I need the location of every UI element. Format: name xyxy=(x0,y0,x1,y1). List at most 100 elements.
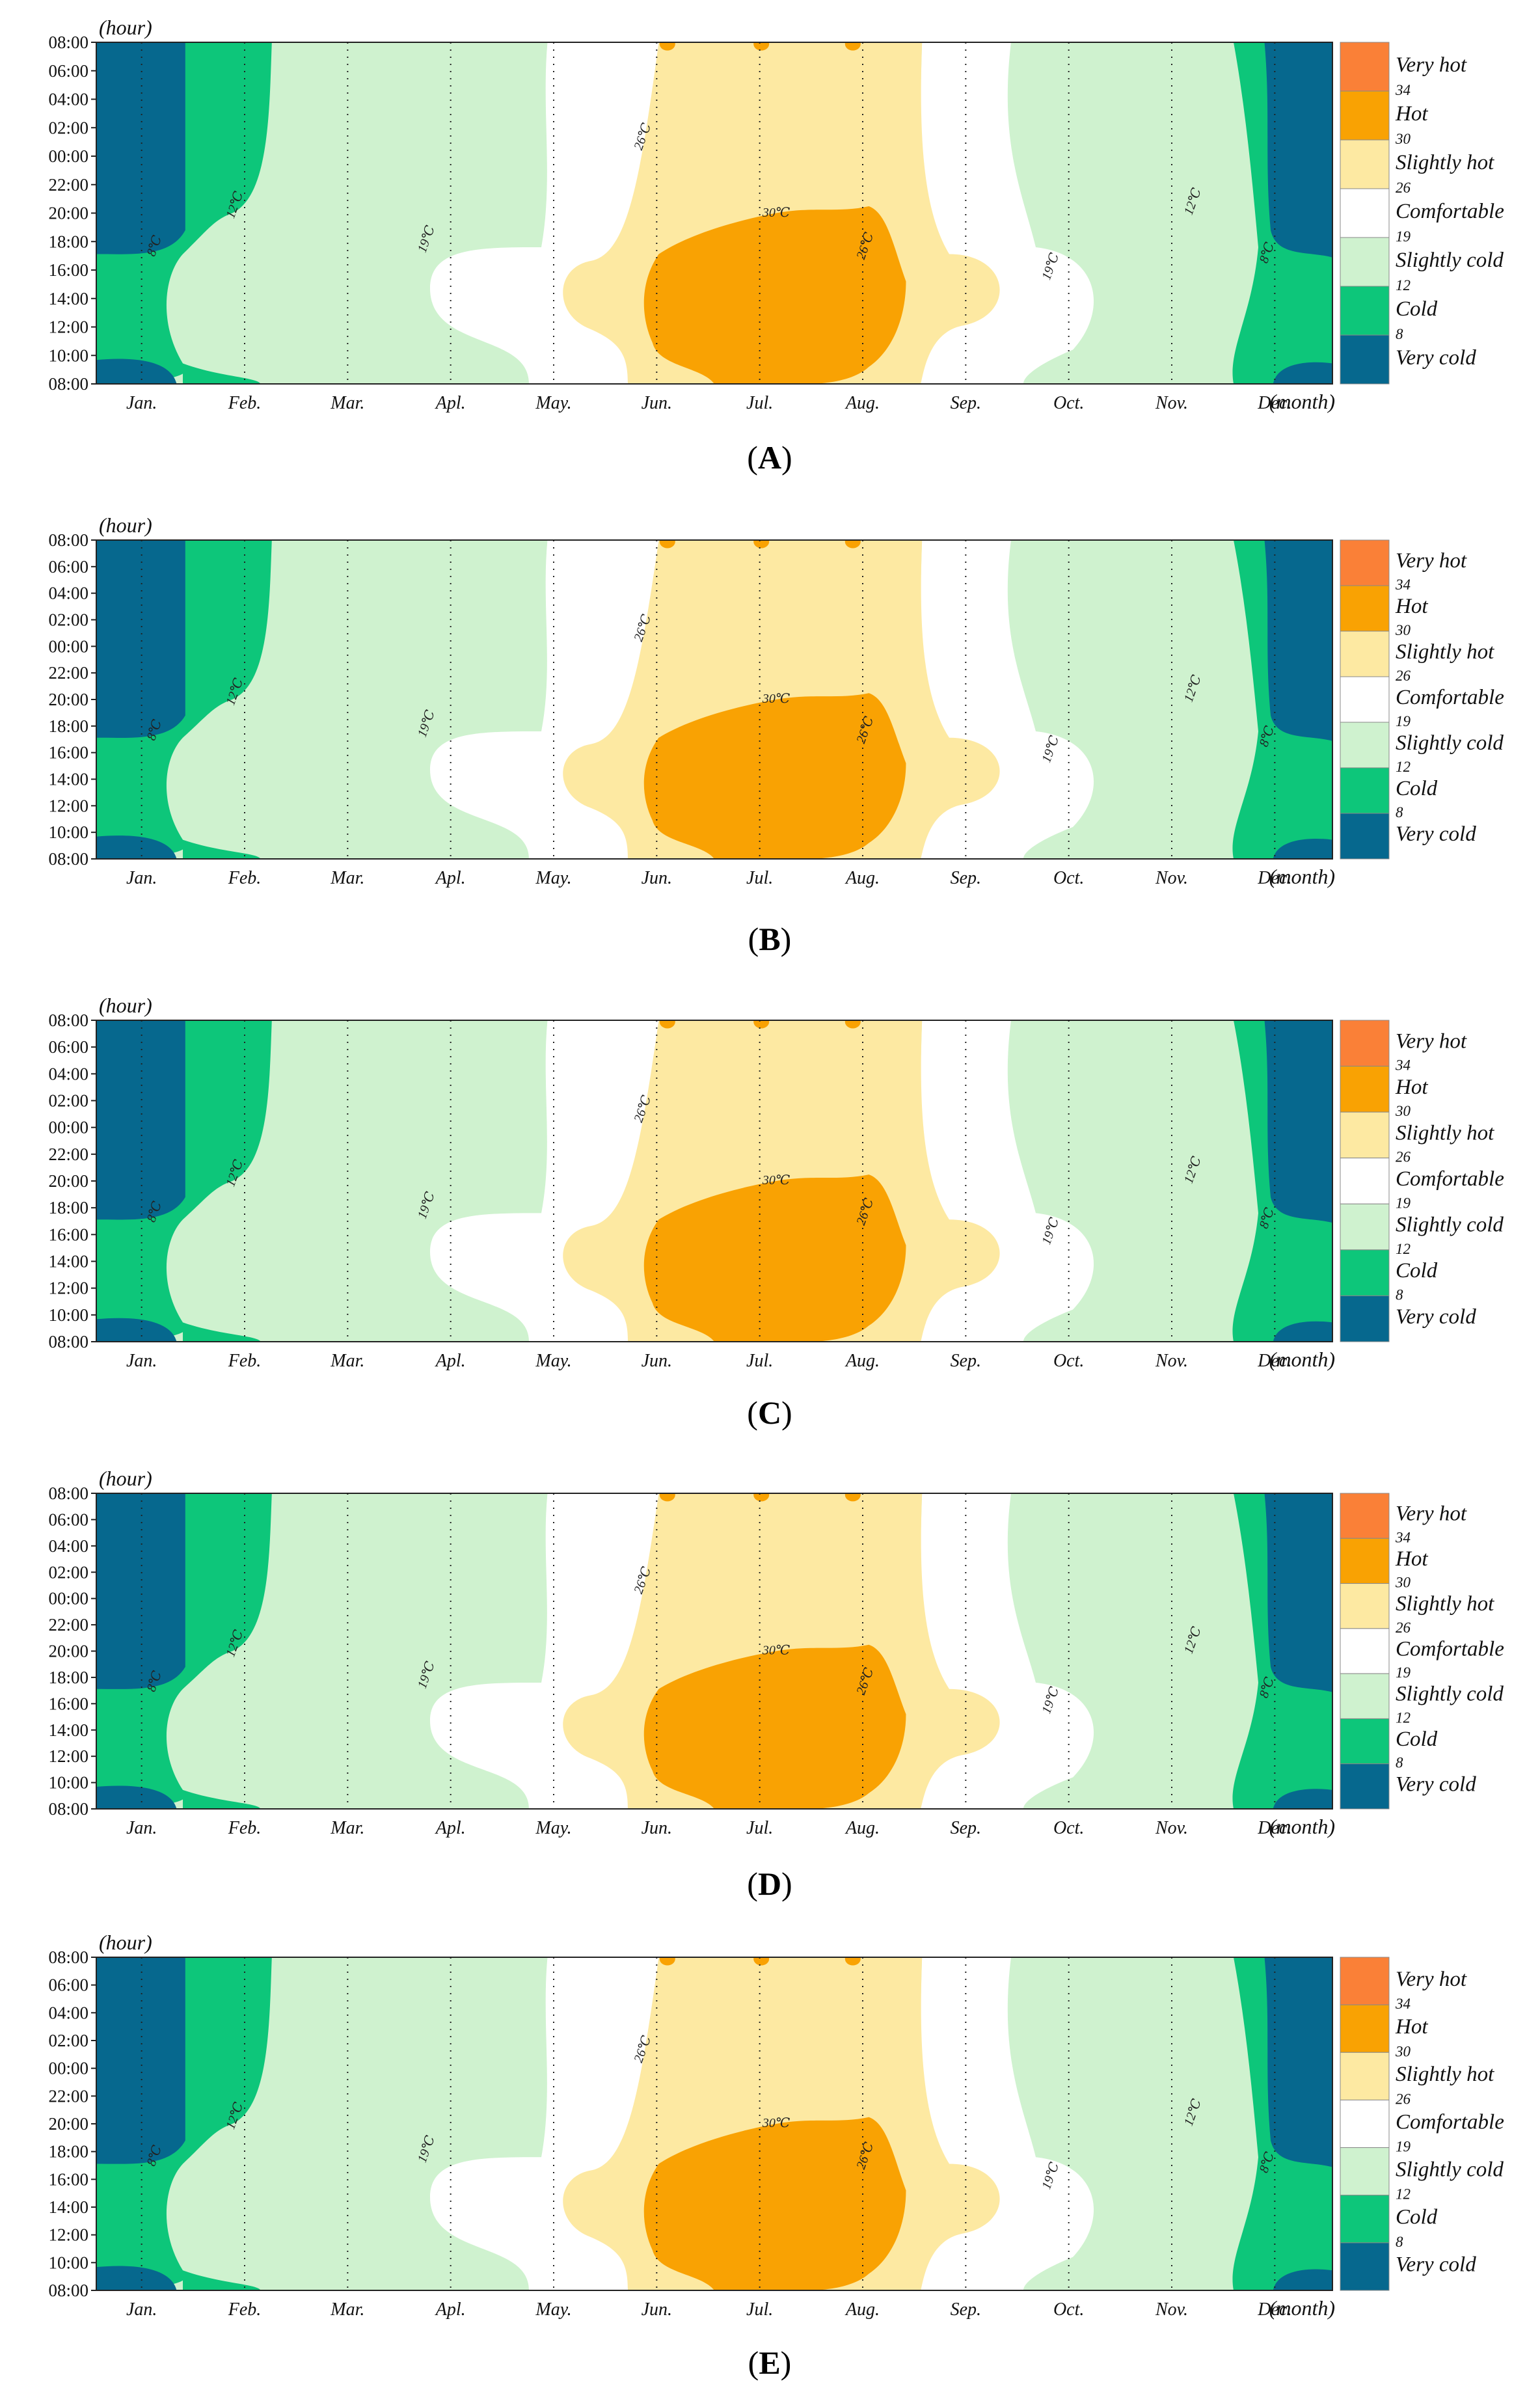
y-tick-label: 00:00 xyxy=(48,146,88,166)
y-tick-label: 22:00 xyxy=(48,1145,88,1164)
legend-label: Cold xyxy=(1396,1728,1438,1751)
y-tick-label: 04:00 xyxy=(48,1536,88,1556)
y-tick-label: 20:00 xyxy=(48,1642,88,1661)
legend-swatch xyxy=(1340,631,1390,677)
x-tick-label: Mar. xyxy=(330,393,364,413)
x-tick-label: Nov. xyxy=(1155,1818,1188,1838)
zone-cold-feb xyxy=(183,42,272,254)
legend-swatch xyxy=(1340,1020,1390,1067)
legend-label: Slightly cold xyxy=(1396,249,1504,272)
legend-swatch xyxy=(1340,767,1390,814)
y-axis-title: (hour) xyxy=(99,1467,152,1490)
zone-very-cold-jan-top xyxy=(96,1957,185,2164)
legend-label: Cold xyxy=(1396,777,1438,800)
legend-swatch xyxy=(1340,334,1390,385)
legend-swatch xyxy=(1340,722,1390,768)
y-tick-label: 08:00 xyxy=(48,849,88,869)
zone-hot-spot xyxy=(659,1020,675,1029)
y-tick-label: 12:00 xyxy=(48,318,88,337)
y-tick-label: 10:00 xyxy=(48,1773,88,1793)
legend-label: Very hot xyxy=(1396,1029,1467,1053)
y-tick-label: 22:00 xyxy=(48,2086,88,2106)
x-tick-label: Feb. xyxy=(228,1818,262,1838)
x-tick-label: Jun. xyxy=(642,393,672,413)
x-tick-label: May. xyxy=(535,1351,571,1371)
y-tick-label: 00:00 xyxy=(48,1589,88,1608)
legend-label: Comfortable xyxy=(1396,686,1504,709)
x-tick-label: Mar. xyxy=(330,1818,364,1838)
y-tick-label: 18:00 xyxy=(48,1668,88,1687)
y-tick-label: 08:00 xyxy=(48,33,88,52)
zone-cold-feb xyxy=(183,1020,272,1220)
y-tick-label: 22:00 xyxy=(48,1615,88,1635)
panel-caption: (E) xyxy=(748,2344,792,2381)
legend-label: Very hot xyxy=(1396,1968,1467,1991)
panel-caption: (A) xyxy=(747,439,792,476)
zone-cold-feb-bottom xyxy=(183,839,261,859)
x-tick-label: Jan. xyxy=(126,1818,157,1838)
x-tick-label: Jul. xyxy=(746,1818,773,1838)
legend-swatch xyxy=(1340,1111,1390,1159)
x-axis-title: (month) xyxy=(1269,1348,1335,1371)
x-tick-label: Oct. xyxy=(1053,868,1084,888)
zone-hot xyxy=(643,1174,906,1342)
y-axis-title: (hour) xyxy=(99,513,152,537)
legend-label: Slightly cold xyxy=(1396,1683,1504,1706)
y-tick-label: 02:00 xyxy=(48,118,88,137)
zone-cold-feb xyxy=(183,1957,272,2164)
heatmap-plot-area xyxy=(96,1493,1332,1809)
zone-cold-feb xyxy=(183,540,272,738)
legend-threshold: 8 xyxy=(1396,1755,1403,1771)
x-tick-label: Jan. xyxy=(126,2299,157,2320)
legend-label: Slightly hot xyxy=(1396,151,1494,174)
legend-threshold: 8 xyxy=(1396,326,1403,342)
legend-threshold: 34 xyxy=(1395,1996,1411,2012)
zone-hot-spot xyxy=(753,1020,770,1029)
legend-swatch xyxy=(1340,139,1390,189)
legend-threshold: 12 xyxy=(1396,1709,1411,1726)
y-tick-label: 18:00 xyxy=(48,2142,88,2162)
legend-threshold: 34 xyxy=(1395,82,1411,98)
y-tick-label: 02:00 xyxy=(48,1091,88,1111)
zone-hot-spot xyxy=(844,42,861,51)
legend-swatch xyxy=(1340,286,1390,336)
x-tick-label: Feb. xyxy=(228,868,262,888)
y-tick-label: 08:00 xyxy=(48,530,88,550)
zone-very-cold-dec-bottom xyxy=(1273,362,1332,384)
legend: Very hot 34 Hot 30 Slightly hot 26 Comfortable… xyxy=(1340,1020,1504,1342)
heatmap-plot-area xyxy=(96,540,1332,859)
y-tick-label: 08:00 xyxy=(48,2281,88,2300)
y-tick-label: 04:00 xyxy=(48,2003,88,2022)
legend-swatch xyxy=(1340,1673,1390,1719)
legend-label: Very cold xyxy=(1396,1772,1476,1796)
x-tick-label: Oct. xyxy=(1053,2299,1084,2320)
legend-label: Cold xyxy=(1396,2206,1438,2229)
zone-very-cold-jan-bottom xyxy=(96,835,177,859)
y-tick-label: 02:00 xyxy=(48,2031,88,2050)
zone-hot-spot xyxy=(844,1020,861,1029)
zone-cold-feb-bottom xyxy=(183,2270,261,2290)
legend-swatch xyxy=(1340,1583,1390,1629)
y-tick-label: 20:00 xyxy=(48,2114,88,2134)
y-tick-label: 12:00 xyxy=(48,2225,88,2245)
legend-threshold: 26 xyxy=(1396,1149,1411,1165)
legend-label: Slightly hot xyxy=(1396,1592,1494,1616)
x-tick-label: Feb. xyxy=(228,393,262,413)
legend-swatch xyxy=(1340,2052,1390,2100)
panel-B: 08:00 06:00 04:00 02:00 00:00 22:00 20:00 18:00… xyxy=(48,513,1504,957)
x-axis-title: (month) xyxy=(1269,390,1335,413)
x-tick-label: Jul. xyxy=(746,1351,773,1371)
legend-label: Comfortable xyxy=(1396,2110,1504,2134)
zone-hot xyxy=(643,1644,906,1809)
legend-swatch xyxy=(1340,1718,1390,1765)
heatmap-plot-area xyxy=(96,1957,1332,2290)
zone-hot-spot xyxy=(659,1493,675,1502)
x-tick-label: Jun. xyxy=(642,1351,672,1371)
y-tick-label: 00:00 xyxy=(48,636,88,656)
x-tick-label: Jul. xyxy=(746,393,773,413)
legend-label: Comfortable xyxy=(1396,1637,1504,1661)
x-tick-label: Nov. xyxy=(1155,2299,1188,2320)
legend-swatch xyxy=(1340,1957,1390,2005)
y-tick-label: 14:00 xyxy=(48,770,88,789)
x-tick-label: Mar. xyxy=(330,868,364,888)
